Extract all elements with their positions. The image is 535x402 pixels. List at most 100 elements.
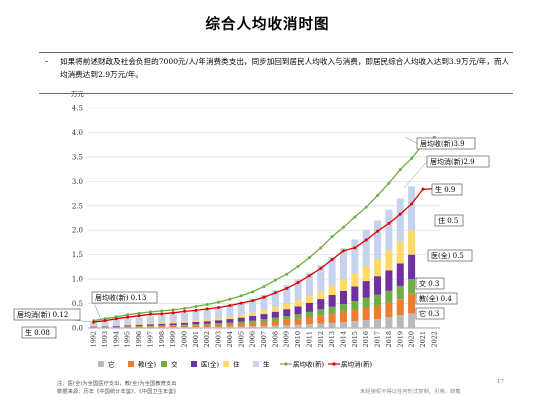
legend-swatch xyxy=(98,361,104,367)
bar-segment xyxy=(374,220,382,260)
bar-segment xyxy=(192,324,200,326)
bar-segment xyxy=(305,317,313,325)
bar-segment xyxy=(385,317,393,328)
bar-segment xyxy=(317,299,325,310)
series-point xyxy=(251,290,255,294)
bar-segment xyxy=(385,270,393,291)
bar-segment xyxy=(408,313,416,328)
bar-segment xyxy=(112,325,120,326)
series-point xyxy=(410,202,414,206)
bar-segment xyxy=(351,239,359,274)
series-point xyxy=(341,249,345,253)
bar-segment xyxy=(112,325,120,327)
bar-segment xyxy=(124,324,132,326)
x-tick-label: 2000 xyxy=(181,331,189,348)
label-box xyxy=(416,137,476,150)
bar-segment xyxy=(294,314,302,319)
bar-segment xyxy=(271,311,279,318)
bar-segment xyxy=(374,276,382,295)
series-point xyxy=(398,212,402,216)
bar-segment xyxy=(385,290,393,303)
series-point xyxy=(137,311,141,315)
y-tick-label: 0.0 xyxy=(72,325,83,333)
bar-segment xyxy=(294,279,302,301)
bar-segment xyxy=(305,296,313,303)
bar-segment xyxy=(169,323,177,326)
page-title: 综合人均收消时图 xyxy=(205,16,330,33)
bar-segment xyxy=(169,325,177,328)
bar-segment xyxy=(169,314,177,322)
bar-segment xyxy=(396,299,404,316)
legend-swatch xyxy=(332,362,336,366)
disclaimer: 未经授权不得以任何形式复制、引用、转载 xyxy=(360,389,461,395)
series-point xyxy=(205,303,209,307)
x-tick-label: 2014 xyxy=(339,331,347,348)
label-other: 它 0.3 xyxy=(419,309,439,318)
bar-segment xyxy=(351,309,359,322)
footnote-note: 注：医(全)为全国医疗支出，教(全)为全国教育支出 xyxy=(57,381,177,387)
bar-segment xyxy=(339,290,348,305)
legend-item-label: 生 xyxy=(263,360,270,369)
legend-item-label: 交 xyxy=(171,360,178,369)
legend-item-label: 居均消(新) xyxy=(341,360,373,369)
bar-segment xyxy=(305,302,313,312)
bar-segment xyxy=(237,321,245,324)
y-tick-label: 0.5 xyxy=(72,300,83,308)
bar-segment xyxy=(328,322,336,328)
bar-segment xyxy=(249,320,257,323)
legend-item-label: 住 xyxy=(233,360,240,369)
bar-segment xyxy=(90,322,98,327)
label-box xyxy=(415,277,445,290)
series-point xyxy=(171,311,175,315)
bar-segment xyxy=(362,297,370,308)
x-tick-label: 2020 xyxy=(408,331,416,348)
x-tick-label: 1994 xyxy=(112,331,120,348)
bullet-box xyxy=(39,52,513,94)
series-point xyxy=(183,306,187,310)
bar-segment xyxy=(271,290,279,308)
bar-segment xyxy=(146,323,154,325)
bar-segment xyxy=(124,318,132,325)
bar-segment xyxy=(158,315,166,323)
label-box xyxy=(21,326,57,339)
series-point xyxy=(421,187,425,191)
bar-segment xyxy=(215,318,223,321)
bar-segment xyxy=(396,285,404,300)
x-tick-label: 2015 xyxy=(351,331,359,348)
bar-segment xyxy=(249,312,257,317)
bar-segment xyxy=(135,323,143,325)
bar-segment xyxy=(203,309,211,320)
series-point xyxy=(194,308,198,312)
bar-segment xyxy=(260,294,268,311)
x-tick-label: 2005 xyxy=(237,331,245,348)
series-point xyxy=(217,305,221,309)
label-life-start: 生 0.08 xyxy=(25,328,50,337)
y-tick-label: 3.5 xyxy=(72,153,83,161)
page-number: 17 xyxy=(497,379,504,385)
bar-segment xyxy=(283,303,291,310)
bar-segment xyxy=(351,273,359,287)
bar-segment xyxy=(385,250,393,271)
series-point xyxy=(387,221,391,225)
bar-segment xyxy=(226,326,234,328)
x-tick-label: 2009 xyxy=(283,331,291,348)
bar-segment xyxy=(237,326,245,328)
bar-segment xyxy=(294,300,302,307)
bar-segment xyxy=(203,319,211,322)
bar-segment xyxy=(260,310,268,315)
bar-segment xyxy=(226,324,234,327)
series-point xyxy=(228,304,232,308)
x-tick-label: 1992 xyxy=(90,331,98,348)
series-point xyxy=(239,294,243,298)
bar-segment xyxy=(385,209,393,251)
bar-segment xyxy=(362,265,370,282)
bar-segment xyxy=(294,324,302,328)
y-tick-label: 1.0 xyxy=(72,276,83,284)
bar-segment xyxy=(317,309,325,316)
label-box xyxy=(434,214,464,227)
bar-segment xyxy=(317,265,325,292)
bar-segment xyxy=(283,325,291,328)
series-point xyxy=(353,246,357,250)
bar-segment xyxy=(215,323,223,325)
